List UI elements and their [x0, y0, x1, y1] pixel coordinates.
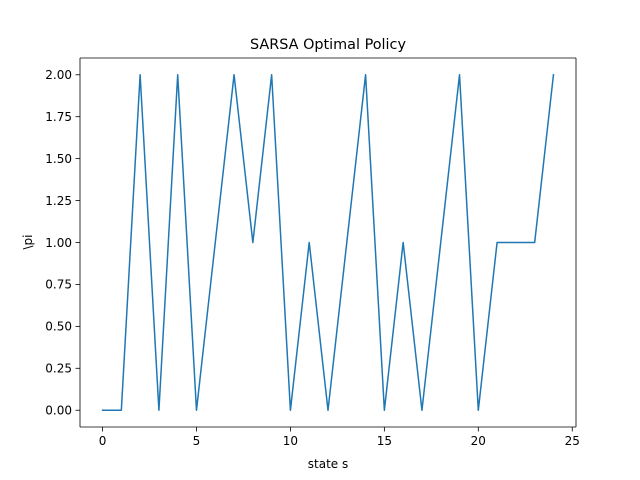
x-tick-label: 15 — [377, 434, 392, 448]
y-tick-label: 1.50 — [45, 152, 72, 166]
y-tick-label: 1.00 — [45, 236, 72, 250]
y-axis-label: \pi — [21, 235, 35, 250]
plot-area: 0 5 10 15 20 25 0.00 0.25 0.50 0.75 1.00 1.25 1.50 1.… — [45, 57, 580, 448]
x-tick-label: 20 — [471, 434, 486, 448]
x-tick-label: 5 — [193, 434, 201, 448]
y-tick-label: 0.00 — [45, 404, 72, 418]
chart-title: SARSA Optimal Policy — [250, 37, 406, 53]
y-tick-label: 0.50 — [45, 320, 72, 334]
series-line-0 — [101, 73, 555, 411]
y-tick-label: 2.00 — [45, 68, 72, 82]
x-tick-label: 10 — [283, 434, 298, 448]
x-tick-label: 25 — [565, 434, 580, 448]
x-tick-label: 0 — [99, 434, 107, 448]
y-tick-label: 0.75 — [45, 278, 72, 292]
y-tick-label: 1.25 — [45, 194, 72, 208]
y-tick-label: 1.75 — [45, 110, 72, 124]
y-tick-label: 0.25 — [45, 362, 72, 376]
x-axis-label: state s — [308, 457, 348, 471]
